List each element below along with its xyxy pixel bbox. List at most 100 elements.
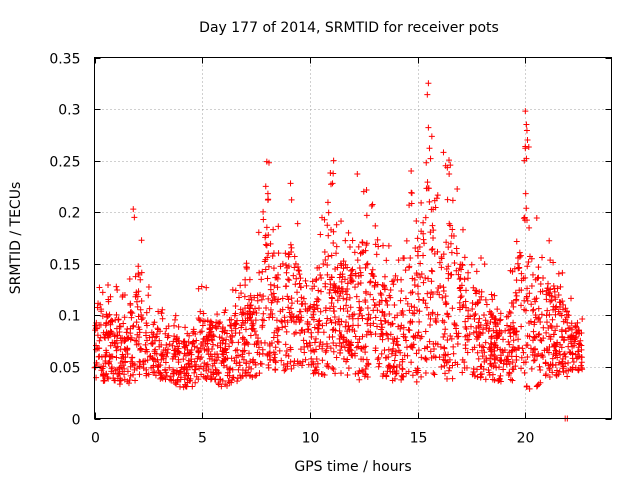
data-point xyxy=(560,363,567,370)
data-point xyxy=(516,264,523,271)
data-point xyxy=(503,313,510,320)
data-point xyxy=(170,368,177,375)
data-point xyxy=(259,346,266,353)
data-point xyxy=(563,314,570,321)
data-point xyxy=(247,332,254,339)
data-point xyxy=(260,317,267,324)
data-point xyxy=(392,370,399,377)
data-point xyxy=(138,346,145,353)
data-point xyxy=(348,352,355,359)
data-point xyxy=(533,295,540,302)
data-point xyxy=(242,320,249,327)
data-point xyxy=(151,369,158,376)
data-point xyxy=(190,326,197,333)
data-point xyxy=(311,283,318,290)
data-point xyxy=(446,364,453,371)
data-point xyxy=(442,293,449,300)
data-point xyxy=(302,356,309,363)
data-point xyxy=(184,375,191,382)
data-point xyxy=(326,289,333,296)
data-point xyxy=(562,360,569,367)
data-point xyxy=(425,80,432,87)
data-point xyxy=(448,249,455,256)
data-point xyxy=(143,372,150,379)
data-point xyxy=(349,266,356,273)
data-point xyxy=(510,319,517,326)
data-point xyxy=(124,368,131,375)
data-point xyxy=(306,339,313,346)
y-tick-label: 0.05 xyxy=(49,361,80,377)
data-point xyxy=(347,304,354,311)
data-point xyxy=(275,326,282,333)
data-point xyxy=(122,337,129,344)
data-point xyxy=(441,319,448,326)
data-point xyxy=(177,368,184,375)
data-point xyxy=(193,337,200,344)
y-axis-label: SRMTID / TECUs xyxy=(8,182,24,295)
data-point xyxy=(378,291,385,298)
data-point xyxy=(288,244,295,251)
data-point xyxy=(554,354,561,361)
data-point xyxy=(157,370,164,377)
data-point xyxy=(346,244,353,251)
data-point xyxy=(307,347,314,354)
data-point xyxy=(537,281,544,288)
data-point xyxy=(117,377,124,384)
data-point xyxy=(439,317,446,324)
data-point xyxy=(222,307,229,314)
x-tick-label: 20 xyxy=(517,431,535,447)
data-point xyxy=(546,373,553,380)
data-point xyxy=(504,322,511,329)
data-point xyxy=(554,285,561,292)
data-point xyxy=(143,309,150,316)
data-point xyxy=(372,331,379,338)
data-point xyxy=(346,313,353,320)
data-point xyxy=(537,379,544,386)
y-tick-label: 0.2 xyxy=(58,206,80,222)
data-point xyxy=(379,309,386,316)
data-point xyxy=(574,319,581,326)
data-point xyxy=(358,356,365,363)
data-point xyxy=(294,298,301,305)
data-point xyxy=(220,337,227,344)
data-point xyxy=(408,303,415,310)
data-point xyxy=(255,229,262,236)
data-point xyxy=(436,354,443,361)
data-point xyxy=(318,275,325,282)
data-point xyxy=(422,328,429,335)
data-point xyxy=(185,357,192,364)
data-point xyxy=(406,202,413,209)
data-point xyxy=(421,240,428,247)
data-point xyxy=(352,270,359,277)
data-point xyxy=(443,239,450,246)
data-point xyxy=(354,339,361,346)
data-point xyxy=(482,376,489,383)
data-point xyxy=(226,366,233,373)
data-point xyxy=(429,245,436,252)
data-point xyxy=(400,311,407,318)
data-point xyxy=(263,304,270,311)
data-point xyxy=(268,299,275,306)
data-point xyxy=(242,326,249,333)
data-point xyxy=(367,278,374,285)
data-point xyxy=(332,320,339,327)
y-tick-label: 0.15 xyxy=(49,258,80,274)
data-point xyxy=(290,272,297,279)
y-tick-label: 0 xyxy=(72,413,81,429)
data-point xyxy=(187,349,194,356)
data-point xyxy=(488,341,495,348)
data-point xyxy=(131,361,138,368)
data-point xyxy=(546,366,553,373)
data-point xyxy=(414,365,421,372)
data-point xyxy=(414,235,421,242)
data-point xyxy=(149,340,156,347)
data-point xyxy=(318,288,325,295)
data-point xyxy=(387,286,394,293)
data-point xyxy=(265,159,272,166)
data-point xyxy=(400,255,407,262)
data-point xyxy=(417,274,424,281)
data-point xyxy=(124,345,131,352)
data-point xyxy=(239,353,246,360)
data-point xyxy=(373,251,380,258)
